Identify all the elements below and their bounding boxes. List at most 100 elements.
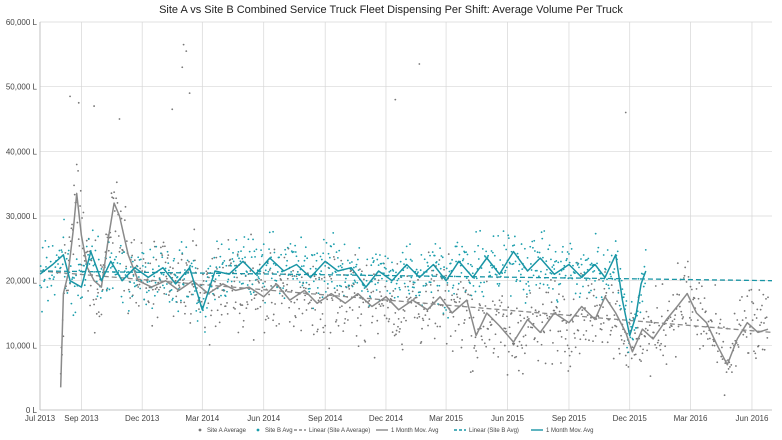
site-a-point [165, 277, 168, 280]
site-a-point [178, 284, 180, 287]
site-b-point [568, 261, 571, 264]
site-a-point [164, 261, 167, 264]
site-a-point [95, 312, 98, 315]
site-a-point [730, 364, 733, 366]
site-a-point [331, 299, 334, 302]
site-b-point [527, 285, 530, 287]
site-b-point [602, 254, 605, 256]
site-a-point [252, 267, 254, 270]
site-b-point [268, 231, 271, 234]
site-a-point [282, 285, 285, 287]
site-a-point [159, 246, 162, 249]
site-b-point [49, 277, 51, 280]
site-b-point [387, 257, 389, 260]
site-b-point [431, 274, 433, 276]
site-a-scatter [59, 43, 769, 397]
site-b-point [155, 245, 158, 248]
site-b-point [238, 257, 240, 260]
site-b-point [294, 244, 297, 247]
site-b-point [154, 281, 157, 284]
site-b-point [225, 264, 228, 267]
site-b-point [255, 248, 258, 251]
site-b-point [461, 259, 464, 262]
site-a-point [111, 242, 114, 244]
site-a-point [490, 323, 493, 326]
site-b-point [73, 277, 75, 279]
site-a-point [216, 267, 218, 270]
site-b-point [522, 288, 525, 291]
site-b-point [128, 290, 131, 293]
site-a-point [670, 325, 673, 328]
site-a-point [538, 287, 541, 289]
site-a-point [83, 259, 86, 262]
site-a-point [377, 279, 380, 282]
site-a-point [210, 314, 212, 317]
site-b-point [531, 246, 534, 249]
site-a-point [482, 325, 485, 328]
site-b-point [111, 287, 114, 290]
site-a-point [144, 262, 147, 264]
site-b-point [527, 280, 530, 283]
site-a-point [340, 259, 343, 262]
site-a-point [638, 358, 641, 361]
site-a-point [81, 217, 83, 219]
site-b-point [213, 256, 216, 259]
site-a-point [232, 306, 235, 309]
site-a-point [676, 293, 679, 296]
site-a-point [569, 365, 572, 368]
site-a-point [561, 320, 564, 322]
site-b-point [45, 266, 47, 268]
site-a-point [412, 283, 415, 286]
site-a-point [341, 290, 344, 293]
site-b-point [238, 281, 241, 283]
site-a-point [163, 245, 166, 248]
site-a-point [656, 341, 659, 344]
site-b-point [344, 277, 347, 280]
site-a-point [646, 329, 649, 332]
site-a-point [258, 263, 261, 266]
site-b-point [630, 300, 633, 303]
site-a-point [87, 290, 89, 292]
site-b-point [262, 243, 265, 246]
site-b-point [183, 278, 186, 280]
site-a-point [329, 331, 332, 334]
site-b-point [447, 290, 450, 292]
site-a-point [760, 321, 763, 324]
site-b-point [99, 296, 102, 299]
site-a-point [168, 294, 170, 296]
site-a-point [92, 298, 95, 301]
site-a-point [397, 325, 399, 328]
x-tick-label: Sep 2013 [64, 414, 99, 423]
site-a-point [228, 264, 230, 267]
site-b-point [568, 253, 570, 255]
site-a-point [504, 327, 507, 330]
site-b-point [337, 265, 340, 268]
site-b-point [320, 270, 323, 273]
site-b-point [382, 262, 385, 265]
site-b-point [516, 252, 519, 255]
site-b-point [371, 257, 374, 259]
site-a-point [338, 293, 341, 295]
site-b-point [81, 296, 83, 299]
site-b-point [250, 256, 253, 258]
site-a-point [660, 315, 663, 318]
site-a-point [729, 366, 731, 368]
site-a-point [700, 332, 703, 335]
site-b-point [222, 261, 224, 264]
site-b-point [302, 265, 305, 267]
site-a-point [539, 314, 542, 317]
site-a-point [405, 319, 407, 322]
site-b-point [521, 268, 524, 270]
site-b-point [531, 240, 534, 243]
site-a-point [483, 312, 486, 314]
site-a-point [350, 269, 353, 272]
site-a-point [267, 317, 270, 319]
site-b-point [168, 269, 170, 272]
site-b-point [106, 287, 109, 290]
x-axis: Jul 2013 Sep 2013 Dec 2013 Mar 2014 Jun 2014… [25, 414, 769, 423]
site-b-point [617, 291, 620, 294]
site-a-point [204, 326, 206, 329]
site-a-point [739, 299, 741, 302]
site-a-point [100, 313, 103, 316]
site-a-point [521, 372, 524, 375]
